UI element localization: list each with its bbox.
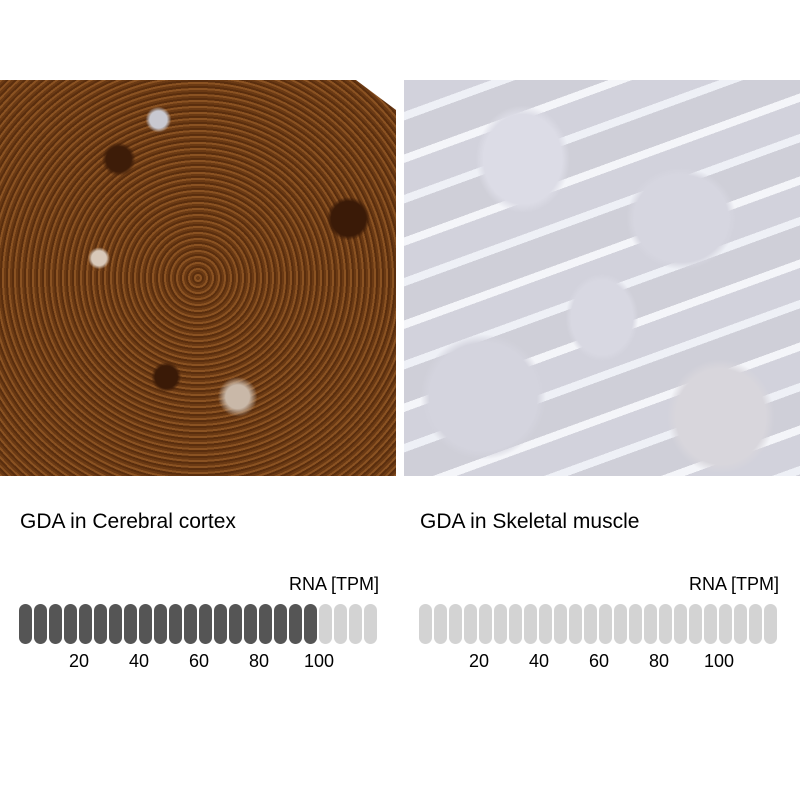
rna-bar-segment [674, 604, 687, 644]
rna-ticks-right: 20 40 60 80 100 [419, 651, 779, 673]
rna-bar-segment [539, 604, 552, 644]
rna-bar-segment [94, 604, 107, 644]
rna-bar-segment [124, 604, 137, 644]
rna-bar-segment [49, 604, 62, 644]
rna-bar-segment [364, 604, 377, 644]
cerebral-cortex-tissue-image [0, 80, 396, 476]
rna-bar-segment [214, 604, 227, 644]
rna-bar-segment [449, 604, 462, 644]
rna-tick-label: 100 [303, 651, 335, 671]
rna-bar-cerebral-cortex [19, 604, 379, 644]
rna-tick-label: 80 [248, 651, 270, 671]
rna-tick-label: 60 [588, 651, 610, 671]
rna-tick-label: 100 [703, 651, 735, 671]
rna-bar-segment [614, 604, 627, 644]
rna-bar-segment [244, 604, 257, 644]
rna-label-left: RNA [TPM] [288, 574, 379, 594]
rna-bar-segment [479, 604, 492, 644]
rna-bar-segment [629, 604, 642, 644]
panel-title-cerebral-cortex: GDA in Cerebral cortex [20, 510, 236, 533]
rna-bar-segment [524, 604, 537, 644]
rna-tick-label: 40 [128, 651, 150, 671]
rna-bar-segment [764, 604, 777, 644]
skeletal-muscle-tissue-image [404, 80, 800, 476]
rna-bar-skeletal-muscle [419, 604, 779, 644]
rna-bar-segment [274, 604, 287, 644]
rna-bar-segment [184, 604, 197, 644]
rna-bar-segment [509, 604, 522, 644]
rna-bar-segment [139, 604, 152, 644]
rna-bar-segment [169, 604, 182, 644]
rna-bar-segment [319, 604, 332, 644]
rna-bar-segment [304, 604, 317, 644]
rna-bar-segment [259, 604, 272, 644]
rna-bar-segment [584, 604, 597, 644]
rna-bar-segment [109, 604, 122, 644]
rna-bar-segment [464, 604, 477, 644]
rna-tick-label: 20 [68, 651, 90, 671]
rna-bar-segment [289, 604, 302, 644]
rna-bar-segment [199, 604, 212, 644]
rna-bar-segment [419, 604, 432, 644]
rna-bar-segment [229, 604, 242, 644]
rna-label-right: RNA [TPM] [688, 574, 779, 594]
rna-tick-label: 20 [468, 651, 490, 671]
rna-bar-segment [19, 604, 32, 644]
rna-ticks-left: 20 40 60 80 100 [19, 651, 379, 673]
rna-bar-segment [659, 604, 672, 644]
rna-tick-label: 80 [648, 651, 670, 671]
rna-bar-segment [79, 604, 92, 644]
rna-bar-segment [334, 604, 347, 644]
rna-bar-segment [599, 604, 612, 644]
panel-title-skeletal-muscle: GDA in Skeletal muscle [420, 510, 640, 533]
rna-bar-segment [719, 604, 732, 644]
rna-bar-segment [569, 604, 582, 644]
rna-bar-segment [644, 604, 657, 644]
rna-tick-label: 60 [188, 651, 210, 671]
rna-bar-segment [749, 604, 762, 644]
rna-bar-segment [64, 604, 77, 644]
rna-bar-segment [734, 604, 747, 644]
rna-bar-segment [494, 604, 507, 644]
rna-bar-segment [434, 604, 447, 644]
rna-bar-segment [689, 604, 702, 644]
rna-bar-segment [34, 604, 47, 644]
rna-bar-segment [154, 604, 167, 644]
rna-bar-segment [554, 604, 567, 644]
rna-tick-label: 40 [528, 651, 550, 671]
rna-bar-segment [704, 604, 717, 644]
rna-bar-segment [349, 604, 362, 644]
